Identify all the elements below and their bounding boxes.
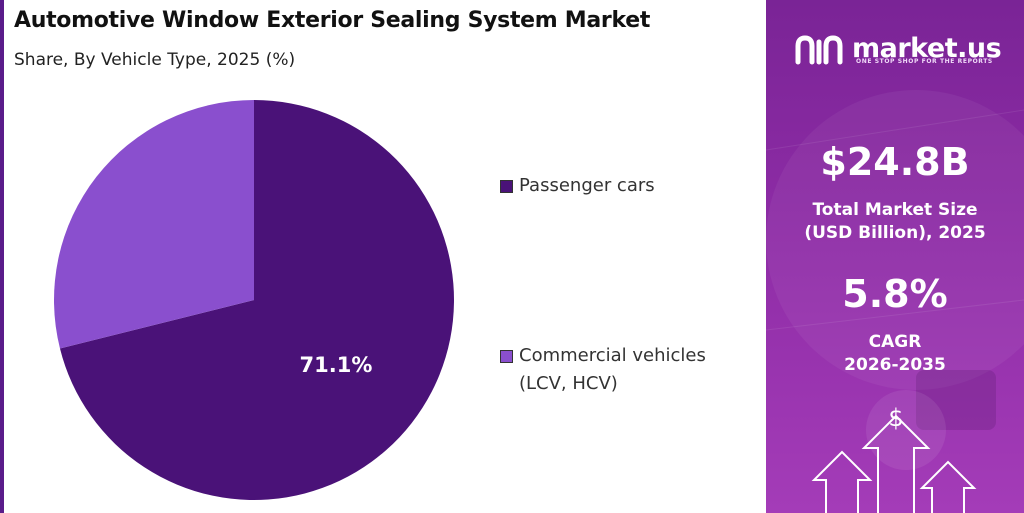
growth-arrow-right-icon [919, 460, 977, 513]
legend-item-commercial-vehicles: Commercial vehicles (LCV, HCV) [500, 342, 706, 398]
dollar-icon: $ [888, 404, 903, 432]
growth-arrow-center-icon [861, 414, 931, 513]
growth-arrow-left-icon [811, 450, 873, 513]
brand-logo: market.us [794, 32, 1002, 66]
legend-item-passenger-cars: Passenger cars [500, 172, 655, 200]
cagr-label-line1: CAGR [868, 332, 922, 352]
legend-label-commercial-vehicles-line1: Commercial vehicles [519, 345, 706, 366]
pie-slice-passenger-cars [59, 100, 455, 500]
legend-label-commercial-vehicles-line2: (LCV, HCV) [519, 373, 618, 394]
background-decoration [766, 90, 1024, 470]
brand-tagline: ONE STOP SHOP FOR THE REPORTS [856, 58, 993, 65]
pie-slice-commercial-vehicles [53, 100, 254, 349]
chart-subtitle: Share, By Vehicle Type, 2025 (%) [14, 50, 296, 70]
legend-label-passenger-cars-line1: Passenger cars [519, 175, 655, 196]
legend-swatch-passenger-cars [500, 180, 513, 193]
pie-data-label-0: 71.1% [300, 353, 373, 377]
market-size-label-line2: (USD Billion), 2025 [804, 223, 986, 243]
legend-label-commercial-vehicles: Commercial vehicles (LCV, HCV) [519, 342, 706, 398]
legend-label-passenger-cars: Passenger cars [519, 172, 655, 200]
market-size-label-line1: Total Market Size [812, 200, 978, 220]
cagr-label-line2: 2026-2035 [844, 355, 946, 375]
cagr-value: 5.8% [842, 272, 948, 316]
legend-swatch-commercial-vehicles [500, 350, 513, 363]
pie-chart: 71.1% [53, 100, 455, 500]
market-size-value: $24.8B [820, 140, 970, 184]
chart-title: Automotive Window Exterior Sealing Syste… [14, 8, 651, 33]
market-us-logo-icon [795, 35, 843, 65]
growth-arrows-illustration: $ [811, 404, 977, 513]
brand-name: market.us [852, 33, 1002, 64]
chart-panel: Automotive Window Exterior Sealing Syste… [0, 0, 706, 513]
summary-sidebar: market.us ONE STOP SHOP FOR THE REPORTS … [766, 0, 1024, 513]
